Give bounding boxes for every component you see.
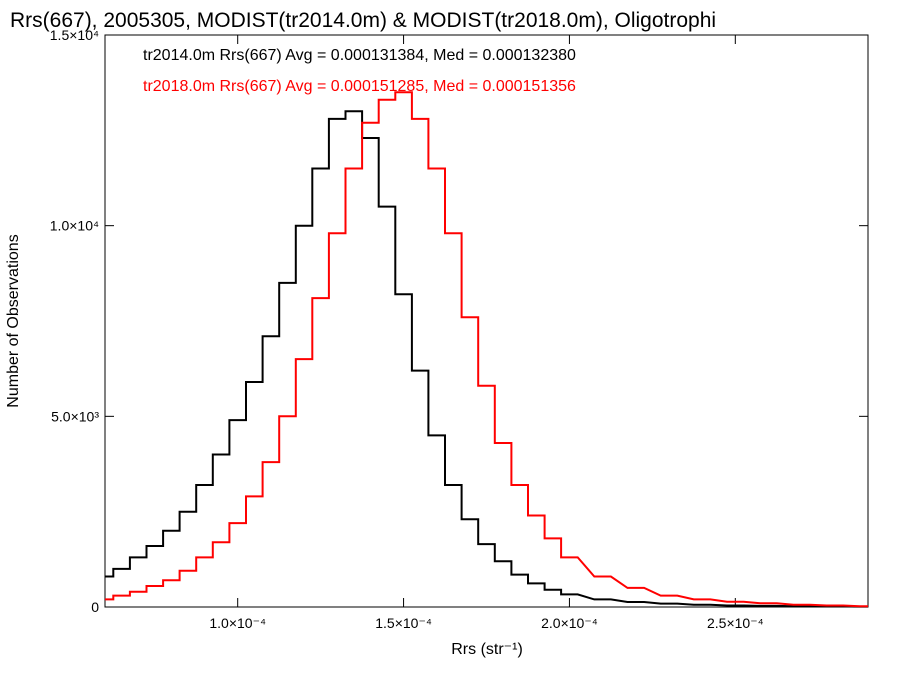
x-tick-label: 2.0×10⁻⁴ [541,615,598,631]
annotation-red: tr2018.0m Rrs(667) Avg = 0.000151285, Me… [143,78,576,95]
annotation-black: tr2014.0m Rrs(667) Avg = 0.000131384, Me… [143,47,576,64]
series-line-1 [105,91,868,608]
x-tick-label: 1.5×10⁻⁴ [375,615,432,631]
axis-ticks: 1.0×10⁻⁴ 1.5×10⁻⁴ 2.0×10⁻⁴ 2.5×10⁻⁴ 0 5.0×10³… [50,27,868,631]
series-line-0 [105,110,868,608]
plot-frame [104,34,869,608]
x-tick-label: 2.5×10⁻⁴ [707,615,764,631]
x-tick-label: 1.0×10⁻⁴ [209,615,266,631]
y-tick-label: 1.0×10⁴ [50,218,99,234]
series-layer [105,91,868,608]
y-tick-label: 0 [91,599,99,615]
y-axis-label: Number of Observations [5,234,22,407]
y-tick-label: 1.5×10⁴ [50,27,99,43]
x-axis-label: Rrs (str⁻¹) [451,641,523,658]
chart-title: Rrs(667), 2005305, MODIST(tr2014.0m) & M… [10,9,716,32]
y-tick-label: 5.0×10³ [51,408,99,424]
